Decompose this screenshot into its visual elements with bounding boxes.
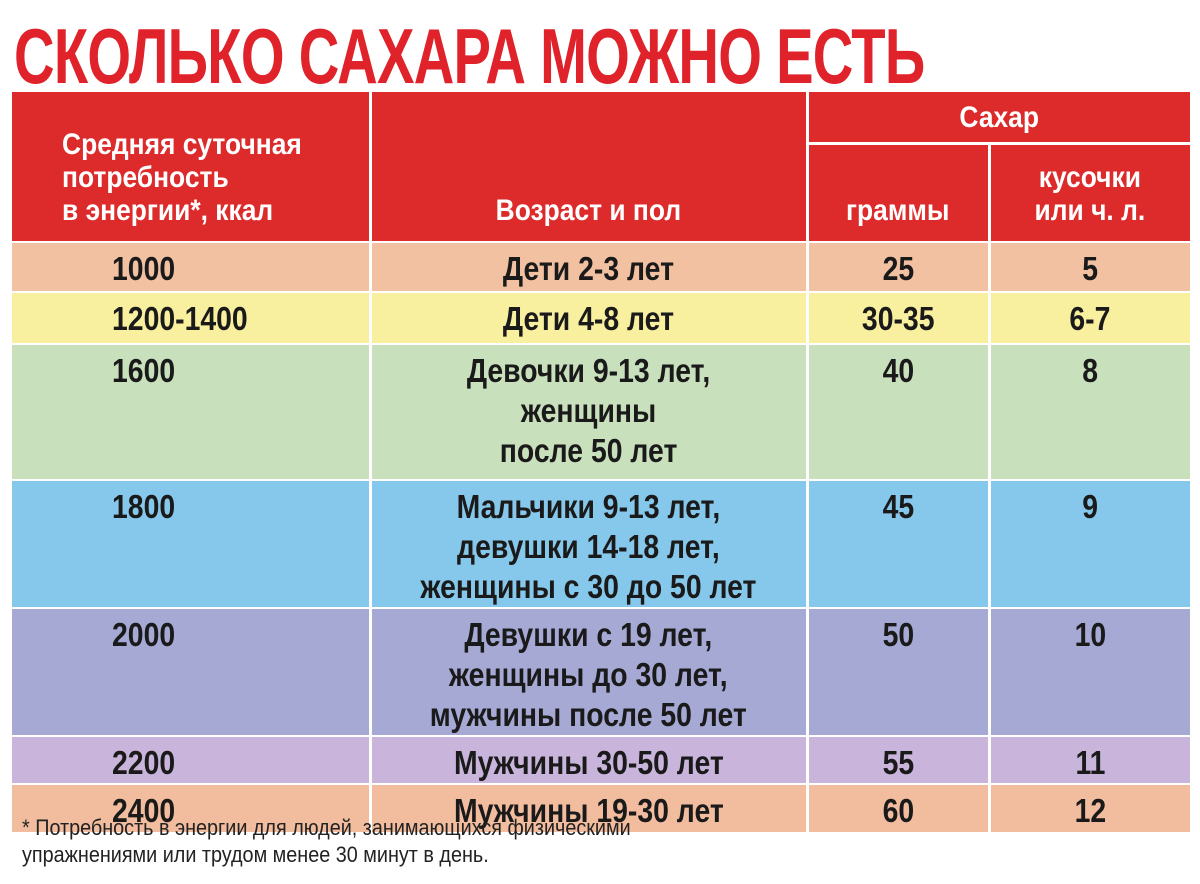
cell-energy: 1800 bbox=[12, 479, 372, 608]
cell-age-value: Мужчины 30-50 лет bbox=[453, 744, 724, 781]
table-row: 2000 Девушки с 19 лет, женщины до 30 лет… bbox=[12, 607, 1191, 736]
header-grams-label: граммы bbox=[846, 194, 950, 227]
header-row-top: Средняя суточная потребность в энергии*,… bbox=[12, 92, 1191, 242]
cell-pieces-value: 6-7 bbox=[1069, 300, 1111, 337]
cell-grams: 30-35 bbox=[807, 291, 991, 344]
table-row: 2200 Мужчины 30-50 лет 55 11 bbox=[12, 735, 1191, 784]
cell-age: Девочки 9-13 лет, женщины после 50 лет bbox=[370, 343, 809, 480]
cell-age-value: Дети 4-8 лет bbox=[502, 300, 675, 337]
header-pieces-label: кусочки или ч. л. bbox=[1034, 161, 1146, 227]
header-sugar: Сахар bbox=[807, 92, 1191, 145]
cell-energy-value: 1600 bbox=[112, 352, 176, 389]
cell-pieces-value: 12 bbox=[1074, 792, 1107, 829]
cell-pieces: 10 bbox=[989, 607, 1191, 736]
cell-age-value: Дети 2-3 лет bbox=[502, 250, 675, 287]
cell-age: Мужчины 30-50 лет bbox=[370, 735, 809, 784]
cell-grams-value: 55 bbox=[882, 744, 914, 781]
cell-pieces: 6-7 bbox=[989, 291, 1191, 344]
cell-age: Мальчики 9-13 лет, девушки 14-18 лет, же… bbox=[370, 479, 809, 608]
cell-grams: 40 bbox=[807, 343, 991, 480]
cell-grams-value: 30-35 bbox=[861, 300, 935, 337]
cell-grams: 50 bbox=[807, 607, 991, 736]
table-row: 1000 Дети 2-3 лет 25 5 bbox=[12, 241, 1191, 292]
cell-energy-value: 2200 bbox=[112, 744, 176, 781]
cell-energy: 1000 bbox=[12, 241, 372, 292]
cell-grams-value: 45 bbox=[882, 488, 914, 525]
table-row: 1600 Девочки 9-13 лет, женщины после 50 … bbox=[12, 343, 1191, 480]
cell-pieces-value: 10 bbox=[1074, 616, 1107, 653]
cell-age-value: Девочки 9-13 лет, женщины после 50 лет bbox=[466, 352, 711, 469]
cell-pieces: 5 bbox=[989, 241, 1191, 292]
cell-energy: 2400 bbox=[12, 783, 372, 832]
cell-age-value: Девушки с 19 лет, женщины до 30 лет, муж… bbox=[430, 616, 747, 733]
cell-pieces: 12 bbox=[989, 783, 1191, 832]
cell-pieces-value: 8 bbox=[1082, 352, 1099, 389]
header-grams: граммы bbox=[807, 143, 991, 242]
cell-grams: 55 bbox=[807, 735, 991, 784]
header-sugar-label: Сахар bbox=[959, 100, 1040, 134]
cell-grams: 45 bbox=[807, 479, 991, 608]
table-row: 2400 Мужчины 19-30 лет 60 12 bbox=[12, 783, 1191, 832]
cell-grams-value: 40 bbox=[882, 352, 914, 389]
cell-energy: 1200-1400 bbox=[12, 291, 372, 344]
cell-energy-value: 1200-1400 bbox=[112, 300, 248, 337]
cell-pieces-value: 5 bbox=[1082, 250, 1099, 287]
cell-energy: 1600 bbox=[12, 343, 372, 480]
page-title: СКОЛЬКО САХАРА МОЖНО ЕСТЬ bbox=[14, 12, 925, 100]
header-energy-label: Средняя суточная потребность в энергии*,… bbox=[62, 128, 302, 227]
header-age: Возраст и пол bbox=[370, 92, 809, 242]
table-row: 1200-1400 Дети 4-8 лет 30-35 6-7 bbox=[12, 291, 1191, 344]
footnote: * Потребность в энергии для людей, заним… bbox=[22, 815, 631, 867]
cell-pieces-value: 9 bbox=[1082, 488, 1099, 525]
cell-grams-value: 60 bbox=[882, 792, 914, 829]
cell-energy-value: 1000 bbox=[112, 250, 176, 287]
cell-age: Мужчины 19-30 лет bbox=[370, 783, 809, 832]
cell-pieces: 9 bbox=[989, 479, 1191, 608]
cell-pieces: 11 bbox=[989, 735, 1191, 784]
header-pieces: кусочки или ч. л. bbox=[989, 143, 1191, 242]
cell-energy: 2200 bbox=[12, 735, 372, 784]
cell-age-value: Мальчики 9-13 лет, девушки 14-18 лет, же… bbox=[420, 488, 757, 605]
cell-age: Дети 2-3 лет bbox=[370, 241, 809, 292]
cell-pieces-value: 11 bbox=[1075, 744, 1106, 781]
cell-pieces: 8 bbox=[989, 343, 1191, 480]
cell-age: Девушки с 19 лет, женщины до 30 лет, муж… bbox=[370, 607, 809, 736]
cell-grams: 60 bbox=[807, 783, 991, 832]
cell-grams: 25 bbox=[807, 241, 991, 292]
cell-energy-value: 1800 bbox=[112, 488, 176, 525]
cell-grams-value: 50 bbox=[882, 616, 914, 653]
cell-age-value: Мужчины 19-30 лет bbox=[453, 792, 724, 829]
header-age-label: Возраст и пол bbox=[495, 194, 682, 227]
table-row: 1800 Мальчики 9-13 лет, девушки 14-18 ле… bbox=[12, 479, 1191, 608]
sugar-table: Средняя суточная потребность в энергии*,… bbox=[12, 92, 1191, 832]
cell-energy-value: 2400 bbox=[112, 792, 176, 829]
cell-energy-value: 2000 bbox=[112, 616, 176, 653]
cell-grams-value: 25 bbox=[882, 250, 914, 287]
header-row-bottom: граммы кусочки или ч. л. bbox=[12, 143, 1191, 242]
cell-energy: 2000 bbox=[12, 607, 372, 736]
cell-age: Дети 4-8 лет bbox=[370, 291, 809, 344]
header-energy: Средняя суточная потребность в энергии*,… bbox=[12, 92, 372, 242]
